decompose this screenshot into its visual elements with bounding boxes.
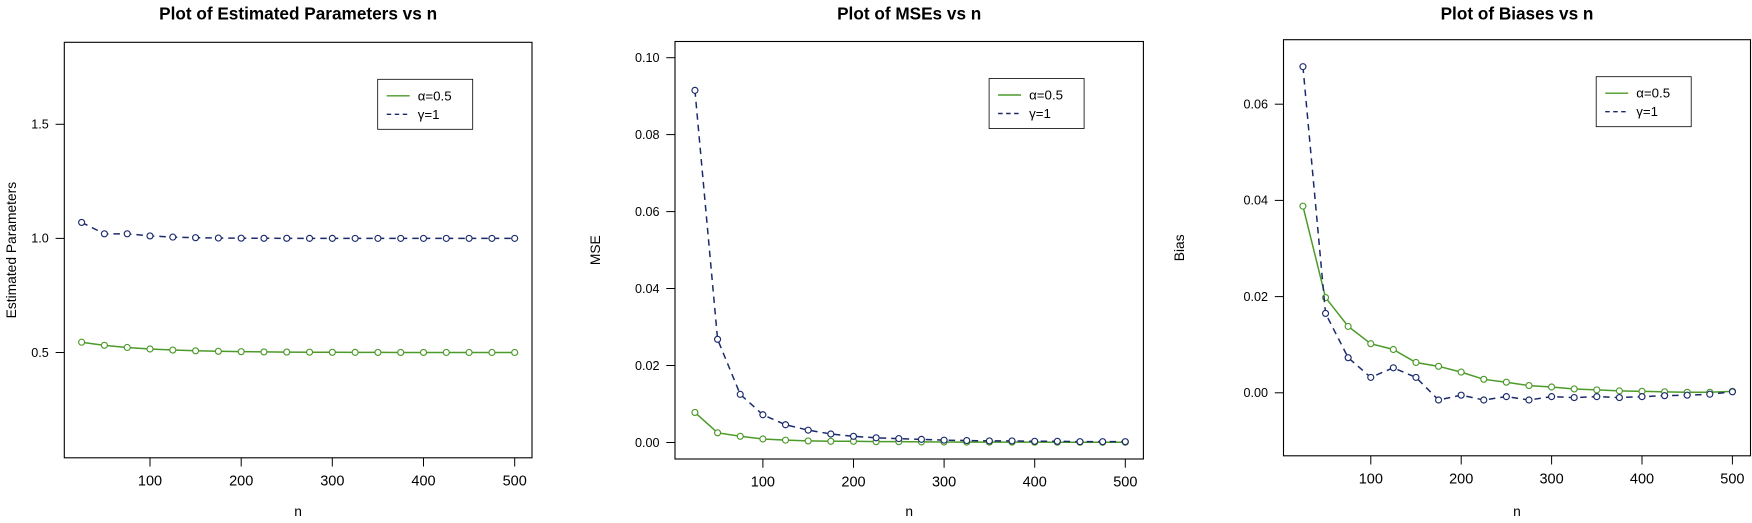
svg-text:100: 100 [1359, 471, 1383, 487]
svg-text:1.0: 1.0 [31, 232, 49, 246]
svg-text:0.10: 0.10 [635, 51, 660, 65]
svg-text:500: 500 [503, 473, 527, 489]
svg-text:0.08: 0.08 [635, 128, 660, 142]
svg-text:0.02: 0.02 [635, 359, 660, 373]
svg-text:400: 400 [1630, 471, 1654, 487]
svg-text:300: 300 [320, 473, 344, 489]
svg-text:Plot of Biases vs n: Plot of Biases vs n [1441, 4, 1594, 24]
svg-text:γ=1: γ=1 [1029, 106, 1051, 121]
svg-text:200: 200 [841, 475, 865, 491]
svg-text:0.06: 0.06 [1243, 98, 1268, 112]
svg-text:γ=1: γ=1 [1636, 104, 1658, 119]
svg-text:300: 300 [1539, 471, 1563, 487]
svg-text:n: n [1513, 504, 1521, 519]
svg-text:200: 200 [1449, 471, 1473, 487]
svg-text:α=0.5: α=0.5 [418, 88, 452, 103]
svg-text:Bias: Bias [1172, 234, 1187, 261]
svg-text:500: 500 [1720, 471, 1744, 487]
svg-text:Plot of MSEs vs n: Plot of MSEs vs n [837, 4, 981, 24]
svg-text:0.02: 0.02 [1243, 290, 1268, 304]
svg-text:500: 500 [1113, 475, 1137, 491]
svg-text:0.04: 0.04 [1243, 194, 1268, 208]
svg-text:0.5: 0.5 [31, 346, 49, 360]
svg-text:0.00: 0.00 [1243, 386, 1268, 400]
svg-text:MSE: MSE [588, 235, 603, 265]
svg-text:n: n [905, 504, 913, 519]
svg-text:200: 200 [229, 473, 253, 489]
svg-text:0.06: 0.06 [635, 205, 660, 219]
svg-text:n: n [294, 504, 302, 519]
svg-text:300: 300 [932, 475, 956, 491]
svg-text:Estimated Parameters: Estimated Parameters [4, 182, 19, 319]
svg-text:100: 100 [138, 473, 162, 489]
svg-text:1.5: 1.5 [31, 118, 49, 132]
svg-text:α=0.5: α=0.5 [1636, 86, 1670, 101]
svg-text:0.04: 0.04 [635, 282, 660, 296]
svg-text:100: 100 [751, 475, 775, 491]
svg-text:Plot of Estimated Parameters v: Plot of Estimated Parameters vs n [159, 4, 437, 24]
svg-text:400: 400 [411, 473, 435, 489]
svg-text:γ=1: γ=1 [418, 107, 440, 122]
svg-text:α=0.5: α=0.5 [1029, 88, 1063, 103]
svg-text:400: 400 [1023, 475, 1047, 491]
svg-text:0.00: 0.00 [635, 436, 660, 450]
